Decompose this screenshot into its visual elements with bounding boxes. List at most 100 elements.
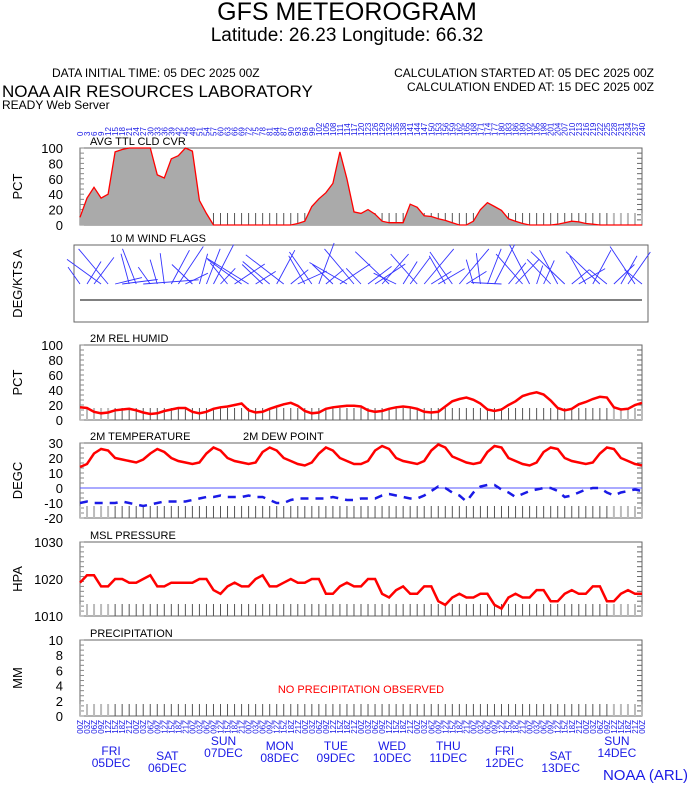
forecast-hour-label: 0 <box>76 131 85 136</box>
wind-barb <box>339 263 371 285</box>
y-axis-label: PCT <box>10 369 25 395</box>
forecast-hour-label: 192 <box>526 122 535 136</box>
forecast-hour-label: 42 <box>174 127 183 136</box>
forecast-hour-label: 168 <box>469 122 478 136</box>
wind-barb <box>206 257 249 285</box>
date-label: 10DEC <box>373 751 412 765</box>
wind-barb <box>324 248 355 285</box>
utc-hour-label: 21Z <box>519 720 528 734</box>
wind-barb <box>487 248 502 285</box>
wind-barb <box>177 246 204 285</box>
wind-barb <box>290 269 309 285</box>
forecast-hour-label: 195 <box>533 122 542 136</box>
x-axis-bottom: 00Z03Z06Z09Z12Z15Z18Z21Z00Z03Z06Z09Z12Z1… <box>76 720 647 775</box>
utc-hour-label: 15Z <box>392 720 401 734</box>
utc-hour-label: 12Z <box>273 720 282 734</box>
wind-barb <box>569 255 587 285</box>
wind-barb <box>423 248 455 285</box>
utc-hour-label: 15Z <box>617 720 626 734</box>
y-tick-label: 1030 <box>34 535 63 550</box>
utc-hour-label: 12Z <box>498 720 507 734</box>
y-tick-label: 0 <box>56 218 63 233</box>
y-tick-label: 80 <box>49 353 63 368</box>
forecast-hour-label: 51 <box>195 127 204 136</box>
wind-barb <box>309 262 348 285</box>
forecast-hour-label: 219 <box>589 122 598 136</box>
utc-hour-label: 00Z <box>132 720 141 734</box>
date-label: 11DEC <box>429 751 467 765</box>
temperature-line <box>79 443 643 469</box>
wind-barb <box>198 253 209 285</box>
utc-hour-label: 09Z <box>97 720 106 734</box>
wind-barb <box>624 269 643 285</box>
utc-hour-label: 09Z <box>547 720 556 734</box>
forecast-hour-label: 15 <box>111 127 120 136</box>
utc-hour-label: 00Z <box>76 720 85 734</box>
wind-barb <box>207 259 242 285</box>
utc-hour-label: 21Z <box>575 720 584 734</box>
panel-title: AVG TTL CLD CVR <box>90 136 186 148</box>
forecast-hour-label: 93 <box>294 127 303 136</box>
forecast-hour-label: 135 <box>392 122 401 136</box>
wind-barb <box>234 263 266 285</box>
y-tick-label: -10 <box>44 496 63 511</box>
forecast-hour-label: 180 <box>498 122 507 136</box>
footer-credit: NOAA (ARL) <box>602 767 688 784</box>
y-tick-label: 10 <box>49 633 63 648</box>
forecast-hour-label: 150 <box>427 122 436 136</box>
wind-barb <box>543 260 555 285</box>
date-label: 06DEC <box>148 761 187 775</box>
utc-hour-label: 00Z <box>582 720 591 734</box>
location-subtitle: Latitude: 26.23 Longitude: 66.32 <box>210 25 484 46</box>
wind-barb <box>390 253 418 285</box>
utc-hour-label: 21Z <box>238 720 247 734</box>
wind-barb <box>374 263 406 285</box>
utc-hour-label: 03Z <box>420 720 429 734</box>
utc-hour-label: 09Z <box>153 720 162 734</box>
day-of-week-label: SAT <box>156 749 179 763</box>
utc-hour-label: 09Z <box>209 720 218 734</box>
utc-hour-label: 00Z <box>357 720 366 734</box>
utc-hour-label: 12Z <box>104 720 113 734</box>
y-tick-label: 0 <box>56 709 63 724</box>
day-of-week-label: FRI <box>101 744 120 758</box>
wind-barb <box>438 268 465 285</box>
utc-hour-label: 12Z <box>217 720 226 734</box>
wind-barb <box>288 255 306 285</box>
forecast-hour-label: 9 <box>97 131 106 136</box>
utc-hour-label: 03Z <box>589 720 598 734</box>
utc-hour-label: 06Z <box>146 720 155 734</box>
forecast-hour-label: 228 <box>610 122 619 136</box>
forecast-hour-label: 240 <box>638 122 647 136</box>
wind-barb <box>171 264 193 285</box>
utc-hour-label: 18Z <box>343 720 352 734</box>
utc-hour-label: 12Z <box>554 720 563 734</box>
wind-barb <box>459 248 490 285</box>
forecast-hour-label: 111 <box>336 123 345 136</box>
forecast-hour-label: 162 <box>455 122 464 136</box>
wind-barb <box>241 264 263 285</box>
utc-hour-label: 15Z <box>505 720 514 734</box>
forecast-hour-label: 45 <box>181 127 190 136</box>
forecast-hour-label: 30 <box>146 127 155 136</box>
forecast-hour-label: 210 <box>568 122 577 136</box>
day-of-week-label: SUN <box>604 734 629 748</box>
forecast-hour-label: 24 <box>132 127 141 136</box>
utc-hour-label: 03Z <box>139 720 148 734</box>
utc-hour-label: 03Z <box>252 720 261 734</box>
y-tick-label: 40 <box>49 383 63 398</box>
panel-frame <box>73 244 649 323</box>
wind-barb <box>149 259 158 285</box>
y-axis-label: PCT <box>10 173 25 199</box>
wind-barb <box>345 267 362 285</box>
day-of-week-label: MON <box>266 739 294 753</box>
data-initial-time: DATA INITIAL TIME: 05 DEC 2025 00Z <box>52 66 260 80</box>
utc-hour-label: 18Z <box>624 720 633 734</box>
wind-barb <box>170 249 190 285</box>
wind-barb <box>592 249 612 285</box>
wind-barb <box>86 261 102 285</box>
wind-barb <box>571 269 590 285</box>
panel-title: 2M REL HUMID <box>90 333 168 345</box>
